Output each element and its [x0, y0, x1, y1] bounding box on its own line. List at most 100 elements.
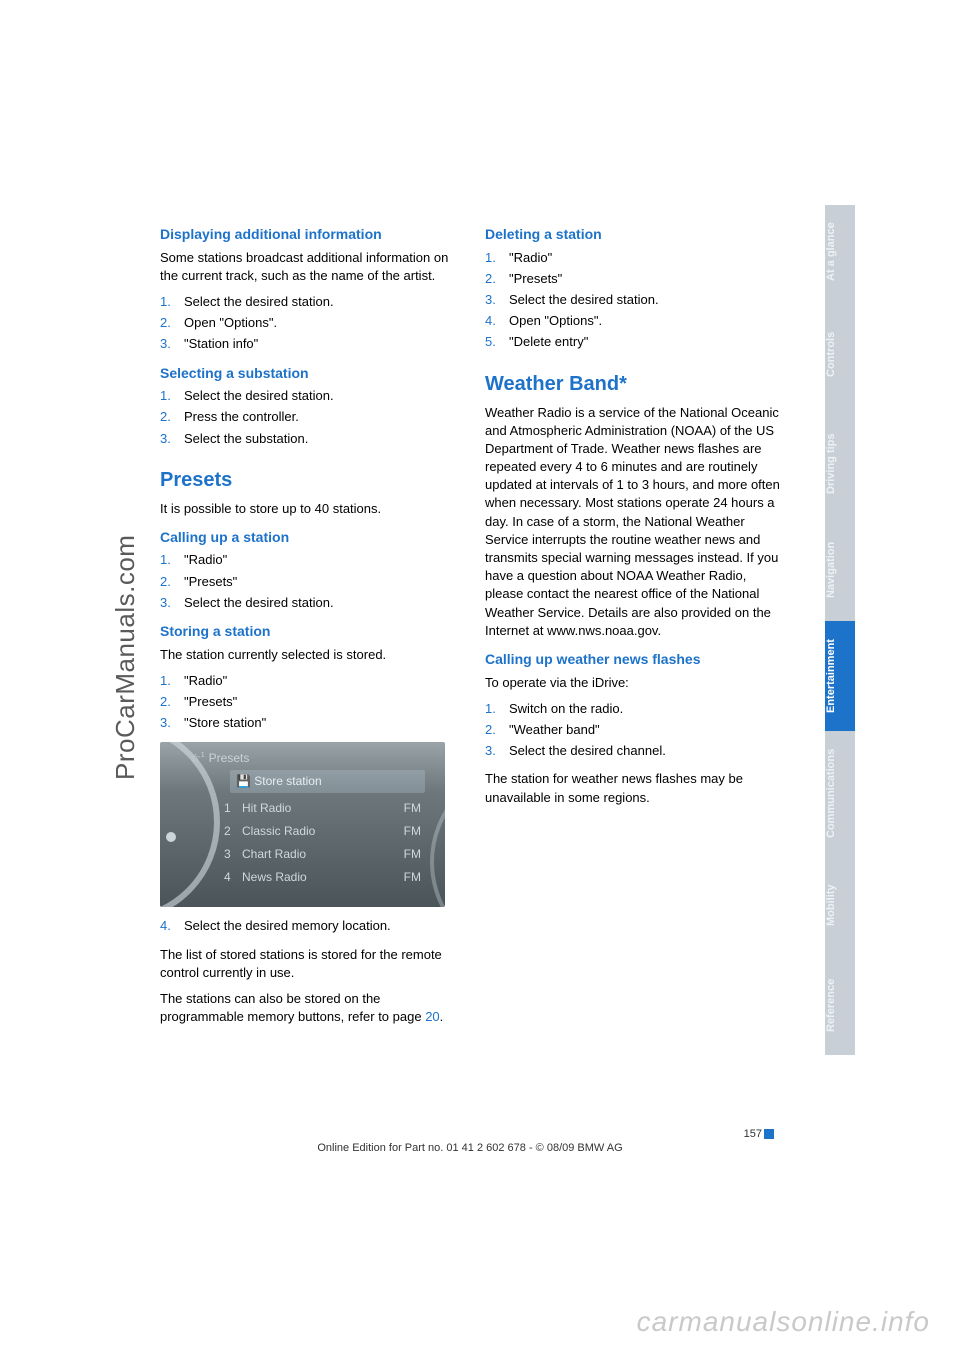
step-num: 1. [160, 551, 184, 569]
step-text: "Presets" [509, 270, 562, 288]
step-num: 1. [485, 249, 509, 267]
step-text: "Radio" [184, 551, 227, 569]
steps-substation: 1.Select the desired station. 2.Press th… [160, 387, 455, 448]
heading-calling-station: Calling up a station [160, 528, 455, 548]
step-text: Open "Options". [509, 312, 602, 330]
page-number-text: 157 [744, 1128, 762, 1140]
row-name: Classic Radio [242, 823, 391, 840]
step-num: 3. [160, 714, 184, 732]
para-text: . [440, 1009, 444, 1024]
step-num: 3. [160, 430, 184, 448]
row-name: News Radio [242, 869, 391, 886]
step-text: Select the desired station. [509, 291, 659, 309]
side-tab[interactable]: At a glance [825, 205, 855, 299]
para: It is possible to store up to 40 station… [160, 500, 455, 518]
heading-weather-band: Weather Band* [485, 370, 780, 398]
step-num: 3. [485, 742, 509, 760]
steps-storing-station: 1."Radio" 2."Presets" 3."Store station" [160, 672, 455, 733]
right-column: Deleting a station 1."Radio" 2."Presets"… [485, 225, 780, 1034]
step-num: 3. [160, 594, 184, 612]
step-text: Select the desired station. [184, 293, 334, 311]
step-text: "Presets" [184, 693, 237, 711]
step-text: Select the desired station. [184, 387, 334, 405]
row-band: FM [391, 823, 421, 840]
step-num: 5. [485, 333, 509, 351]
para: Some stations broadcast additional infor… [160, 249, 455, 285]
step-num: 3. [485, 291, 509, 309]
row-name: Chart Radio [242, 846, 391, 863]
list-item: 2Classic RadioFM [220, 820, 425, 843]
step-text: Select the desired station. [184, 594, 334, 612]
side-tab[interactable]: Mobility [825, 855, 855, 955]
footer-line: Online Edition for Part no. 01 41 2 602 … [160, 1142, 780, 1154]
step-num: 2. [160, 573, 184, 591]
side-watermark: ProCarManuals.com [110, 535, 141, 780]
para: Weather Radio is a service of the Nation… [485, 404, 780, 640]
page-number-bar [764, 1129, 774, 1139]
step-text: "Delete entry" [509, 333, 588, 351]
para: The list of stored stations is stored fo… [160, 946, 455, 982]
steps-storing-station-cont: 4.Select the desired memory location. [160, 917, 455, 935]
para: The station for weather news flashes may… [485, 770, 780, 806]
step-num: 4. [485, 312, 509, 330]
step-text: "Weather band" [509, 721, 600, 739]
save-icon: 💾 [236, 774, 254, 788]
screenshot-store-text: Store station [254, 774, 321, 788]
row-band: FM [391, 800, 421, 817]
left-column: Displaying additional information Some s… [160, 225, 455, 1034]
side-tab[interactable]: Driving tips [825, 409, 855, 519]
step-text: "Presets" [184, 573, 237, 591]
para: The station currently selected is stored… [160, 646, 455, 664]
step-text: "Radio" [509, 249, 552, 267]
side-tabs: At a glanceControlsDriving tipsNavigatio… [825, 205, 855, 1055]
screenshot-title-text: Presets [209, 751, 250, 765]
row-num: 1 [224, 800, 242, 817]
page-content: Displaying additional information Some s… [160, 225, 780, 1034]
side-tab[interactable]: Entertainment [825, 621, 855, 731]
step-num: 2. [160, 314, 184, 332]
page-footer: 157 Online Edition for Part no. 01 41 2 … [160, 1128, 780, 1154]
steps-deleting-station: 1."Radio" 2."Presets" 3.Select the desir… [485, 249, 780, 352]
step-num: 2. [160, 693, 184, 711]
side-tab[interactable]: Communications [825, 731, 855, 855]
heading-selecting-substation: Selecting a substation [160, 364, 455, 384]
screenshot-list: 1Hit RadioFM 2Classic RadioFM 3Chart Rad… [220, 797, 425, 888]
steps-displaying-info: 1.Select the desired station. 2.Open "Op… [160, 293, 455, 354]
heading-deleting-station: Deleting a station [485, 225, 780, 245]
row-num: 2 [224, 823, 242, 840]
page-number: 157 [160, 1128, 780, 1140]
step-num: 4. [160, 917, 184, 935]
page-link[interactable]: 20 [425, 1009, 439, 1024]
presets-icon: ☆1 [190, 751, 205, 765]
side-tab[interactable]: Navigation [825, 519, 855, 621]
list-item: 4News RadioFM [220, 866, 425, 889]
step-text: Select the desired memory location. [184, 917, 391, 935]
row-name: Hit Radio [242, 800, 391, 817]
idrive-screenshot: ☆1Presets 💾 Store station 1Hit RadioFM 2… [160, 742, 445, 907]
screenshot-title: ☆1 Presets [190, 750, 249, 767]
side-tab[interactable]: Controls [825, 299, 855, 409]
step-num: 1. [160, 387, 184, 405]
step-text: "Radio" [184, 672, 227, 690]
steps-weather-flashes: 1.Switch on the radio. 2."Weather band" … [485, 700, 780, 761]
list-item: 3Chart RadioFM [220, 843, 425, 866]
arc-decoration [430, 762, 445, 907]
para-text: The stations can also be stored on the p… [160, 991, 425, 1024]
row-band: FM [391, 869, 421, 886]
row-num: 4 [224, 869, 242, 886]
step-num: 2. [485, 270, 509, 288]
step-text: Select the desired channel. [509, 742, 666, 760]
steps-calling-station: 1."Radio" 2."Presets" 3.Select the desir… [160, 551, 455, 612]
side-tab[interactable]: Reference [825, 955, 855, 1055]
screenshot-store-row: 💾 Store station [230, 770, 425, 793]
row-band: FM [391, 846, 421, 863]
heading-displaying-info: Displaying additional information [160, 225, 455, 245]
heading-storing-station: Storing a station [160, 622, 455, 642]
step-num: 2. [160, 408, 184, 426]
step-text: Select the substation. [184, 430, 308, 448]
step-num: 1. [485, 700, 509, 718]
step-text: Open "Options". [184, 314, 277, 332]
step-num: 3. [160, 335, 184, 353]
para: To operate via the iDrive: [485, 674, 780, 692]
step-text: Switch on the radio. [509, 700, 623, 718]
